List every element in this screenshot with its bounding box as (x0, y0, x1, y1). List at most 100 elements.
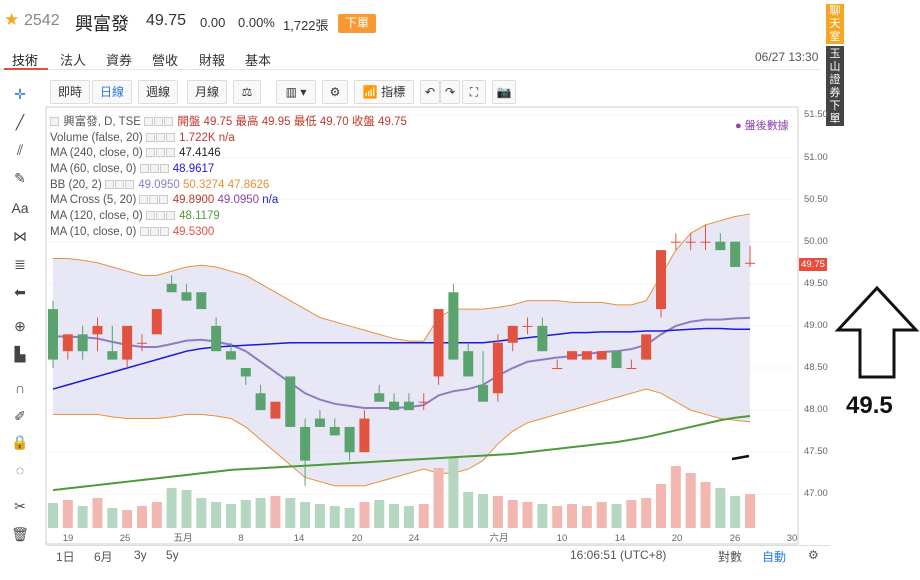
volume-bar (522, 502, 533, 528)
range-1d-button[interactable]: 1日 (56, 550, 75, 564)
volume-total: 1,722張 (283, 18, 329, 33)
settings-icon[interactable]: ⚙ (322, 80, 348, 104)
indicators-button[interactable]: 📶 指標 (354, 80, 414, 104)
crosshair-icon[interactable]: ✛ (14, 86, 26, 102)
candle-type-icon[interactable]: ▥ ▾ (276, 80, 316, 104)
volume-bar (626, 500, 637, 528)
volume-bar (478, 494, 489, 528)
quote-header: ★ 2542 興富發 49.75 0.00 0.00% 1,722張 下單 (0, 0, 820, 44)
candle-body (730, 241, 741, 267)
volume-bar (389, 504, 400, 528)
volume-bar (136, 506, 147, 528)
brush-icon[interactable]: ✎ (14, 170, 26, 186)
candle-body (611, 351, 622, 369)
magnet-icon[interactable]: ∩ (14, 380, 26, 396)
bb-middle-line (53, 316, 751, 410)
tab-margin[interactable]: 資券 (106, 53, 133, 68)
fullscreen-icon[interactable]: ⛶ (462, 80, 486, 104)
legend-ma60-val: 48.9617 (172, 163, 215, 176)
legend-macross-label: MA Cross (5, 20) (50, 194, 137, 207)
hide-icon[interactable]: ◌ (15, 462, 25, 478)
measure-icon[interactable]: ▙ (14, 346, 26, 362)
monthly-button[interactable]: 月線 (187, 80, 227, 104)
favorite-star-icon[interactable]: ★ (4, 10, 20, 29)
fib-icon[interactable]: ≣ (14, 256, 26, 272)
price-change-pct: 0.00% (238, 15, 275, 30)
auto-scale-toggle[interactable]: 自動 (762, 550, 787, 564)
tab-financials[interactable]: 財報 (199, 53, 226, 68)
candle-body (107, 351, 118, 360)
volume-bar (492, 496, 503, 528)
intraday-button[interactable]: 即時 (50, 80, 90, 104)
range-6m-button[interactable]: 6月 (94, 550, 113, 564)
trash-icon[interactable]: 🗑 (11, 526, 29, 542)
annotation-arrow (731, 285, 920, 461)
log-scale-toggle[interactable]: 對數 (718, 550, 743, 564)
candle-body (270, 401, 281, 419)
broker-order-button[interactable]: 玉山證券下單 (826, 46, 844, 126)
bollinger-bands (53, 213, 751, 487)
legend-volume-val: 1.722K n/a (179, 131, 235, 144)
candle-body (314, 418, 325, 427)
pattern-icon[interactable]: ⋈ (13, 228, 27, 244)
volume-bar (344, 508, 355, 528)
candle-body (211, 325, 222, 352)
compare-icon[interactable]: ⚖ (233, 80, 261, 104)
legend-title-row: 興富發, D, TSE 開盤 49.75 最高 49.95 最低 49.70 收… (50, 115, 407, 131)
redo-icon[interactable]: ↷ (440, 80, 460, 104)
volume-bar (285, 498, 296, 528)
up-arrow-shape (834, 285, 920, 379)
legend-ma60-row: MA (60, close, 0) 48.9617 (50, 162, 407, 178)
legend-macross-c: n/a (262, 194, 279, 207)
x-tick-label: 六月 (489, 532, 508, 544)
volume-bar (700, 482, 711, 528)
legend-ma240-label: MA (240, close, 0) (50, 147, 143, 160)
chat-room-button[interactable]: 聊天室 (826, 4, 844, 44)
x-tick-label: 10 (557, 533, 568, 544)
candle-body (196, 292, 207, 310)
candle-body (626, 368, 637, 370)
undo-icon[interactable]: ↶ (420, 80, 440, 104)
volume-bar (611, 504, 622, 528)
after-hours-data-link[interactable]: ● 盤後數據 (735, 120, 789, 132)
candle-body (656, 250, 667, 310)
volume-bar (715, 488, 726, 528)
tab-revenue[interactable]: 營收 (152, 53, 179, 68)
tab-institutional[interactable]: 法人 (60, 53, 87, 68)
zoom-icon[interactable]: ⊕ (14, 318, 26, 334)
price-tick-label: 49.50 (804, 277, 828, 289)
candle-body (403, 401, 414, 411)
chart-settings-icon[interactable]: ⚙ (808, 548, 819, 562)
candle-body (463, 351, 474, 377)
legend-bb-up: 50.3274 (182, 178, 225, 191)
range-3y-button[interactable]: 3y (134, 548, 147, 562)
stock-name: 興富發 (75, 14, 129, 34)
trendline-icon[interactable]: ╱ (15, 114, 25, 130)
pitchfork-icon[interactable]: ⫽ (16, 142, 24, 158)
range-5y-button[interactable]: 5y (166, 548, 179, 562)
text-tool-icon[interactable]: Aa (11, 200, 29, 216)
volume-bar (656, 484, 667, 528)
candle-body (715, 241, 726, 251)
volume-bar (107, 508, 118, 528)
chart-legend: 興富發, D, TSE 開盤 49.75 最高 49.95 最低 49.70 收… (50, 115, 407, 241)
tab-technical[interactable]: 技術 (12, 53, 39, 68)
arrow-left-icon[interactable]: ⬅ (14, 284, 26, 300)
volume-bar (166, 488, 177, 528)
weekly-button[interactable]: 週線 (138, 80, 178, 104)
legend-macross-a: 49.8900 (172, 194, 215, 207)
remove-tools-icon[interactable]: ✂ (14, 498, 26, 514)
legend-volume-row: Volume (false, 20) 1.722K n/a (50, 131, 407, 147)
tab-basic[interactable]: 基本 (245, 53, 272, 68)
lock-icon[interactable]: 🔒 (11, 434, 29, 450)
price-tick-label: 47.00 (804, 488, 828, 500)
lock-drawing-icon[interactable]: ✐ (14, 408, 26, 424)
clock-time: 16:06:51 (UTC+8) (570, 548, 667, 562)
legend-bb-row: BB (20, 2) 49.0950 50.3274 47.8626 (50, 178, 407, 194)
camera-icon[interactable]: 📷 (492, 80, 516, 104)
candle-body (374, 393, 385, 402)
legend-macross-b: 49.0950 (217, 194, 260, 207)
daily-button[interactable]: 日線 (92, 80, 132, 104)
ma240-line (52, 415, 751, 492)
order-button[interactable]: 下單 (338, 14, 376, 33)
